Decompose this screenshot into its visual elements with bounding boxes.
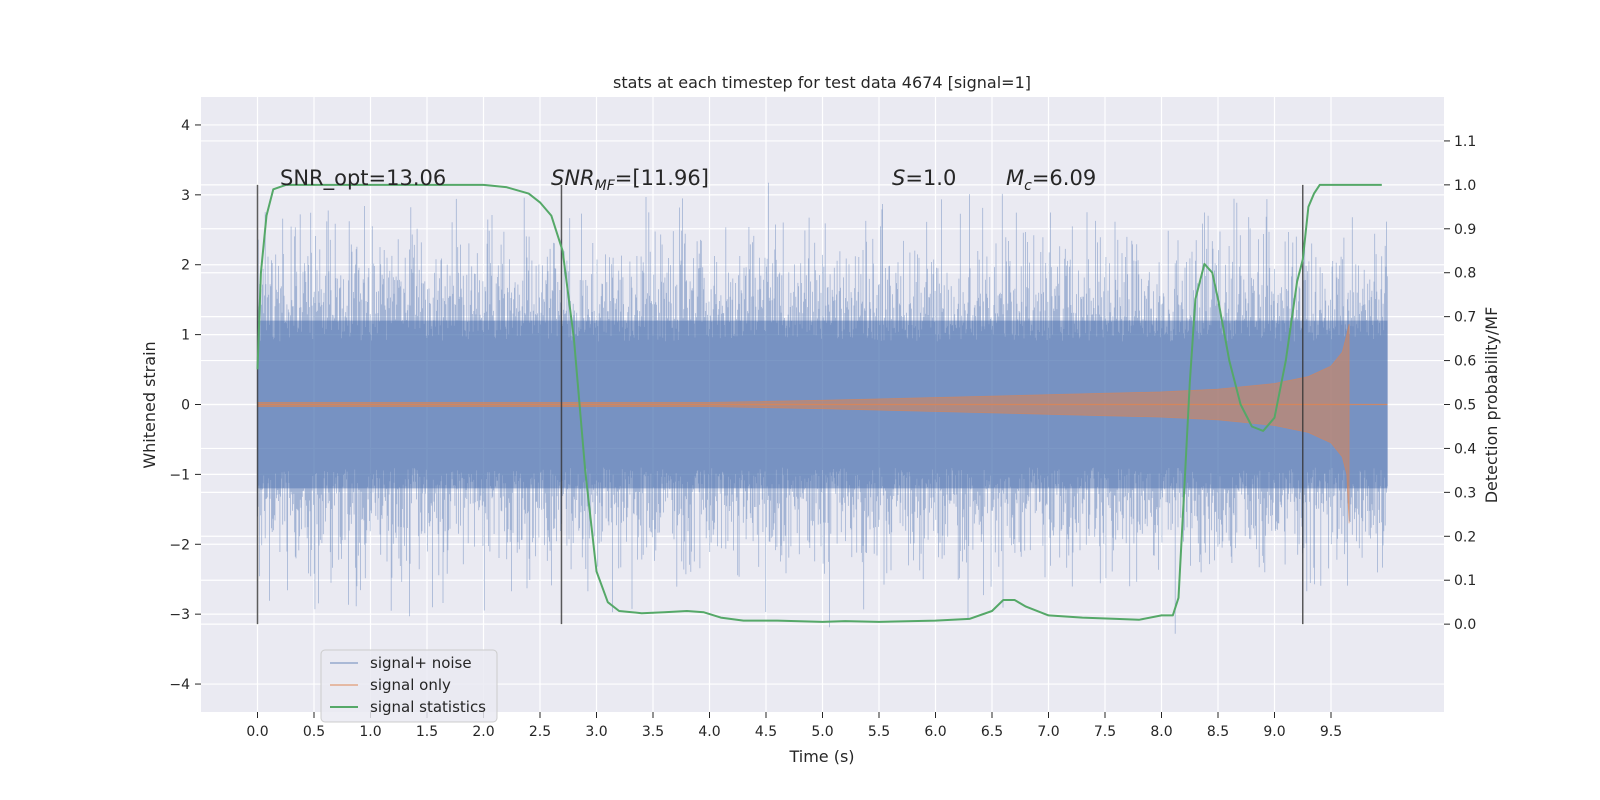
x-tick-label: 2.0	[472, 724, 494, 740]
x-tick-label: 3.5	[642, 724, 664, 740]
left-y-tick-label: −3	[169, 607, 190, 623]
right-y-tick-label: 0.3	[1454, 485, 1476, 501]
x-tick-label: 9.5	[1320, 724, 1342, 740]
x-axis-label: Time (s)	[788, 747, 854, 766]
right-y-tick-label: 0.1	[1454, 573, 1476, 589]
left-axis-label: Whitened strain	[140, 341, 159, 468]
x-tick-label: 2.5	[529, 724, 551, 740]
left-y-tick-label: 4	[181, 118, 190, 134]
mc-annotation: Mc=6.09	[1006, 166, 1096, 194]
snr-opt-annotation: SNR_opt=13.06	[280, 166, 446, 191]
x-tick-label: 7.0	[1037, 724, 1059, 740]
x-tick-label: 8.0	[1150, 724, 1172, 740]
snr-mf-annotation: SNRMF=[11.96]	[551, 166, 709, 194]
right-y-tick-label: 0.6	[1454, 354, 1476, 370]
legend-label-signal: signal only	[370, 676, 451, 694]
left-y-tick-label: −2	[169, 537, 190, 553]
left-y-tick-label: −4	[169, 677, 190, 693]
x-tick-label: 4.5	[755, 724, 777, 740]
signal-series	[257, 324, 1388, 524]
right-axis-ticks: 1.1 1.0 0.9 0.8 0.7 0.6 0.5 0.4 0.3 0.2 0.1 0.0	[1444, 134, 1476, 633]
right-y-tick-label: 0.0	[1454, 617, 1476, 633]
s-annotation: S=1.0	[892, 166, 956, 190]
x-tick-label: 6.0	[924, 724, 946, 740]
left-y-tick-label: 1	[181, 328, 190, 344]
left-y-tick-label: 2	[181, 258, 190, 274]
x-tick-label: 0.5	[303, 724, 325, 740]
left-y-tick-label: −1	[169, 467, 190, 483]
x-tick-label: 5.5	[868, 724, 890, 740]
x-tick-label: 1.0	[359, 724, 381, 740]
x-axis-ticks: 0.0 0.5 1.0 1.5 2.0 2.5 3.0 3.5 4.0 4.5 5.0 5.5 6.0 6…	[246, 712, 1342, 740]
x-tick-label: 5.0	[811, 724, 833, 740]
legend: signal+ noise signal only signal statist…	[320, 649, 498, 723]
right-axis-label: Detection probability/MF	[1482, 307, 1501, 504]
right-y-tick-label: 0.2	[1454, 529, 1476, 545]
signal-only-envelope	[257, 324, 1350, 524]
right-y-tick-label: 1.1	[1454, 134, 1476, 150]
signal-statistics-line	[256, 183, 1382, 623]
x-tick-label: 8.5	[1207, 724, 1229, 740]
right-y-tick-label: 0.4	[1454, 441, 1476, 457]
x-tick-label: 0.0	[246, 724, 268, 740]
x-tick-label: 4.0	[698, 724, 720, 740]
x-tick-label: 9.0	[1263, 724, 1285, 740]
legend-box	[320, 649, 498, 723]
x-tick-label: 7.5	[1094, 724, 1116, 740]
right-y-tick-label: 0.8	[1454, 266, 1476, 282]
left-y-tick-label: 0	[181, 398, 190, 414]
right-y-tick-label: 0.7	[1454, 310, 1476, 326]
right-y-tick-label: 0.5	[1454, 398, 1476, 414]
legend-label-noise: signal+ noise	[370, 654, 472, 672]
chart-title: stats at each timestep for test data 467…	[613, 73, 1031, 92]
x-tick-label: 3.0	[585, 724, 607, 740]
statistic-series	[256, 183, 1382, 623]
x-tick-label: 6.5	[981, 724, 1003, 740]
right-y-tick-label: 1.0	[1454, 178, 1476, 194]
left-axis-ticks: 4 3 2 1 0 −1 −2 −3 −4	[169, 118, 201, 693]
right-y-tick-label: 0.9	[1454, 222, 1476, 238]
left-y-tick-label: 3	[181, 188, 190, 204]
legend-label-stat: signal statistics	[370, 698, 486, 716]
x-tick-label: 1.5	[416, 724, 438, 740]
